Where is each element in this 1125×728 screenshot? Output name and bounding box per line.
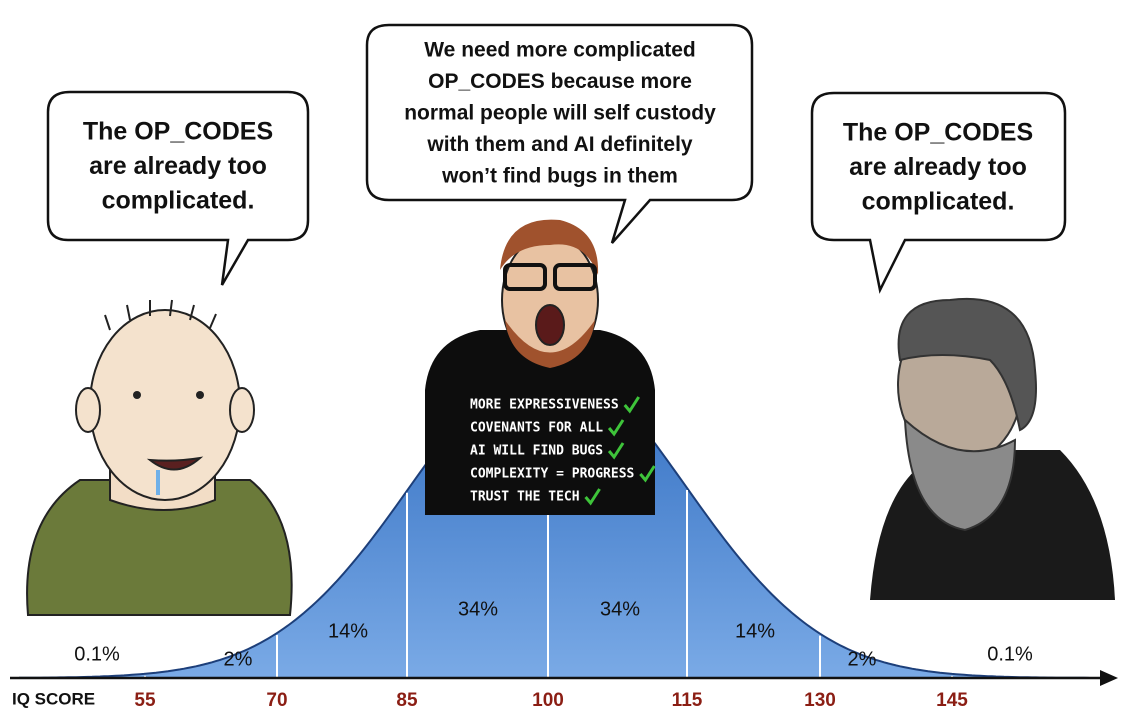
tick-label: 70 <box>266 690 287 711</box>
speech-line: complicated. <box>862 188 1015 216</box>
speech-line: The OP_CODES <box>83 118 273 146</box>
tick-label: 115 <box>672 690 703 711</box>
tick-label: 145 <box>936 690 968 711</box>
axis-arrow <box>1100 670 1118 686</box>
hoodie-item: COVENANTS FOR ALL <box>470 421 603 436</box>
tick-label: 85 <box>396 690 418 711</box>
percent-label: 0.1% <box>74 643 120 665</box>
percent-label: 34% <box>600 598 640 620</box>
speech-bubble <box>810 91 1067 294</box>
axis-label: IQ SCORE <box>12 689 95 708</box>
speech-line: are already too <box>89 152 267 180</box>
percent-label: 2% <box>848 648 877 670</box>
right-character <box>870 297 1115 600</box>
percent-label: 14% <box>735 620 775 642</box>
hoodie-item: AI WILL FIND BUGS <box>470 444 603 459</box>
middle-character: MORE EXPRESSIVENESS COVENANTS FOR ALL AI W… <box>425 219 656 515</box>
left-character <box>26 299 293 616</box>
speech-bubble <box>365 23 754 244</box>
hoodie-list: MORE EXPRESSIVENESS COVENANTS FOR ALL AI W… <box>470 396 656 506</box>
speech-line: We need more complicated <box>424 39 696 62</box>
tick-label: 100 <box>532 690 564 711</box>
check-mark <box>607 442 625 460</box>
speech-line: The OP_CODES <box>843 119 1033 147</box>
speech-line: won’t find bugs in them <box>441 165 678 188</box>
percent-label: 2% <box>224 648 253 670</box>
check-mark <box>639 465 656 483</box>
speech-line: with them and AI definitely <box>426 133 693 156</box>
hoodie-item: TRUST THE TECH <box>470 490 580 505</box>
check-mark <box>607 419 625 437</box>
hoodie-item: COMPLEXITY = PROGRESS <box>470 467 635 482</box>
iq-axis: IQ SCORE 55 70 85 100 115 130 145 0.1% 2% 14% 34% 34… <box>10 598 1118 711</box>
percent-label: 0.1% <box>987 643 1033 665</box>
check-mark <box>623 396 640 414</box>
check-mark <box>584 488 601 506</box>
percent-label: 14% <box>328 620 368 642</box>
speech-line: complicated. <box>102 187 255 215</box>
tick-label: 55 <box>134 690 156 711</box>
hoodie-item: MORE EXPRESSIVENESS <box>470 398 619 413</box>
tick-label: 130 <box>804 690 836 711</box>
speech-bubble <box>46 90 310 286</box>
speech-line: are already too <box>849 153 1027 181</box>
speech-line: OP_CODES because more <box>428 70 692 93</box>
percent-label: 34% <box>458 598 498 620</box>
speech-line: normal people will self custody <box>404 102 716 125</box>
